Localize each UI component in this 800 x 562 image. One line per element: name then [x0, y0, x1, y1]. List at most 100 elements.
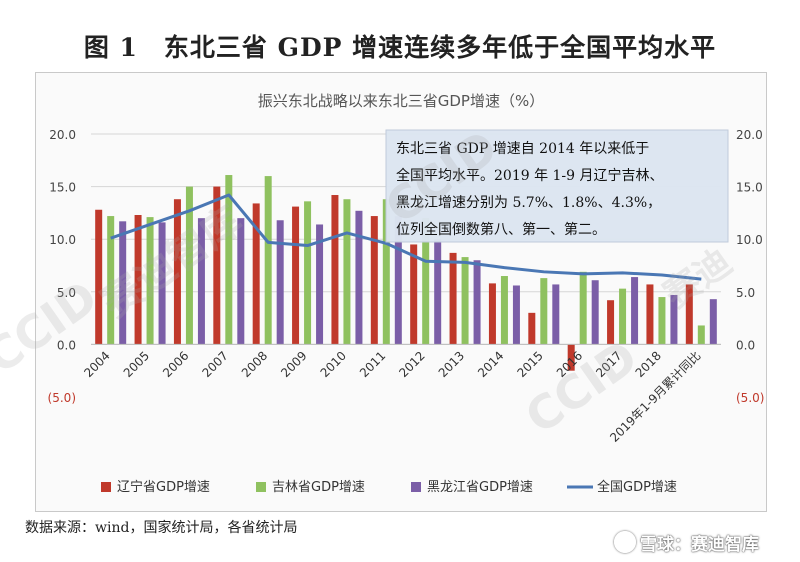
x-tick-label: 2008: [239, 349, 270, 380]
x-tick-label: 2015: [514, 349, 545, 380]
x-tick-label: 2009: [278, 349, 309, 380]
bars-layer: [95, 175, 717, 371]
y-tick-label-right: 5.0: [736, 286, 755, 300]
line-layer: [110, 193, 702, 281]
bar-0-3: [213, 186, 221, 345]
bar-2-2: [197, 218, 205, 345]
bar-0-14: [646, 284, 654, 345]
bar-2-8: [434, 239, 442, 345]
bar-1-0: [107, 216, 115, 345]
chart-legend: 辽宁省GDP增速 吉林省GDP增速 黑龙江省GDP增速 全国GDP增速: [101, 479, 677, 495]
bar-0-0: [95, 209, 103, 345]
bar-0-2: [173, 199, 181, 345]
annotation-line-2: 全国平均水平。2019 年 1-9 月辽宁吉林、: [396, 167, 664, 184]
bar-1-8: [422, 218, 430, 345]
legend-label: 辽宁省GDP增速: [117, 479, 210, 495]
y-tick-label-left: 15.0: [49, 181, 76, 195]
legend-swatch: [256, 482, 266, 492]
source-note: 数据来源：wind，国家统计局，各省统计局: [25, 520, 298, 536]
bar-2-13: [631, 277, 639, 345]
y-tick-label-right: 15.0: [736, 181, 763, 195]
x-tick-label: 2013: [436, 349, 467, 380]
bar-1-7: [382, 199, 390, 345]
xueqiu-label: 雪球：赛迪智库: [640, 535, 759, 555]
bar-1-13: [619, 288, 627, 345]
y-tick-label-left: 10.0: [49, 233, 76, 247]
annotation-line-3: 黑龙江增速分别为 5.7%、1.8%、4.3%，: [396, 195, 661, 211]
bar-1-1: [146, 217, 154, 345]
bar-1-10: [500, 276, 508, 345]
bar-0-6: [331, 195, 339, 345]
annotation-line-1: 东北三省 GDP 增速自 2014 年以来低于: [396, 141, 649, 157]
bar-0-11: [528, 312, 536, 345]
bar-1-4: [264, 176, 272, 345]
bar-0-8: [410, 244, 418, 345]
x-tick-label: 2011: [357, 349, 388, 380]
chart-title: 振兴东北战略以来东北三省GDP增速（%）: [258, 92, 544, 110]
figure-title: 图 1 东北三省 GDP 增速连续多年低于全国平均水平: [83, 33, 717, 62]
bar-0-10: [488, 283, 496, 345]
bar-2-9: [473, 260, 481, 345]
x-tick-label: 2018: [633, 349, 664, 380]
bar-1-2: [185, 186, 193, 345]
bar-2-10: [512, 285, 520, 345]
x-tick-label: 2007: [199, 349, 230, 380]
y-tick-label-left: 5.0: [57, 286, 76, 300]
legend-label: 黑龙江省GDP增速: [427, 480, 533, 495]
bar-2-6: [355, 210, 363, 345]
legend-swatch: [101, 482, 111, 492]
y-tick-label-left: 20.0: [49, 128, 76, 142]
x-tick-label: 2005: [121, 349, 152, 380]
legend-swatch: [411, 482, 421, 492]
bar-1-5: [304, 201, 312, 345]
bar-2-12: [591, 280, 599, 345]
legend-label: 吉林省GDP增速: [272, 480, 365, 495]
bar-0-13: [607, 300, 615, 345]
annotation-line-4: 位列全国倒数第八、第一、第二。: [396, 221, 606, 238]
x-tick-label: 2006: [160, 349, 191, 380]
annotation-bg: [385, 129, 729, 243]
bar-2-11: [552, 284, 560, 345]
bar-0-4: [252, 203, 260, 345]
y-tick-label-right: (5.0): [736, 391, 764, 405]
bar-0-7: [370, 216, 378, 345]
y-tick-label-right: 10.0: [736, 233, 763, 247]
y-tick-label-right: 20.0: [736, 128, 763, 142]
x-tick-label: 2016: [554, 349, 585, 380]
bar-2-7: [394, 216, 402, 345]
chart-frame: 振兴东北战略以来东北三省GDP增速（%） (5.0) (5.0) 0.0 0.0 5.0…: [35, 72, 767, 512]
xueqiu-logo-icon: [614, 531, 636, 553]
x-tick-label: 2004: [81, 349, 112, 380]
annotation-box: 东北三省 GDP 增速自 2014 年以来低于 全国平均水平。2019 年 1-…: [385, 129, 729, 243]
bar-1-14: [658, 297, 666, 345]
bar-1-3: [225, 175, 233, 345]
bar-1-12: [579, 271, 587, 345]
bar-1-15: [697, 325, 705, 345]
bar-2-15: [709, 299, 717, 345]
x-tick-label: 2017: [593, 349, 624, 380]
bar-2-14: [670, 294, 678, 345]
y-tick-label-left: 0.0: [57, 338, 76, 352]
bar-0-5: [292, 206, 300, 345]
bar-0-1: [134, 215, 142, 345]
bar-1-9: [461, 257, 469, 345]
x-tick-label: 2010: [318, 349, 349, 380]
bar-2-5: [316, 224, 324, 345]
chart-svg: 振兴东北战略以来东北三省GDP增速（%） (5.0) (5.0) 0.0 0.0 5.0…: [48, 92, 765, 495]
y-tick-label-right: 0.0: [736, 338, 755, 352]
bar-0-9: [449, 252, 457, 345]
bar-2-3: [237, 218, 245, 345]
bar-1-6: [343, 199, 351, 345]
y-tick-label-left: (5.0): [48, 391, 76, 405]
bar-1-11: [540, 278, 548, 345]
bar-2-1: [158, 222, 166, 345]
national-gdp-line: [110, 193, 702, 281]
legend-label: 全国GDP增速: [597, 479, 677, 495]
bar-2-0: [119, 221, 127, 345]
bar-2-4: [276, 220, 284, 345]
bar-0-15: [685, 284, 693, 345]
x-tick-label: 2014: [475, 349, 506, 380]
x-tick-label: 2012: [396, 349, 427, 380]
xueqiu-watermark: 雪球：赛迪智库: [614, 530, 759, 555]
bar-0-12: [567, 344, 575, 371]
